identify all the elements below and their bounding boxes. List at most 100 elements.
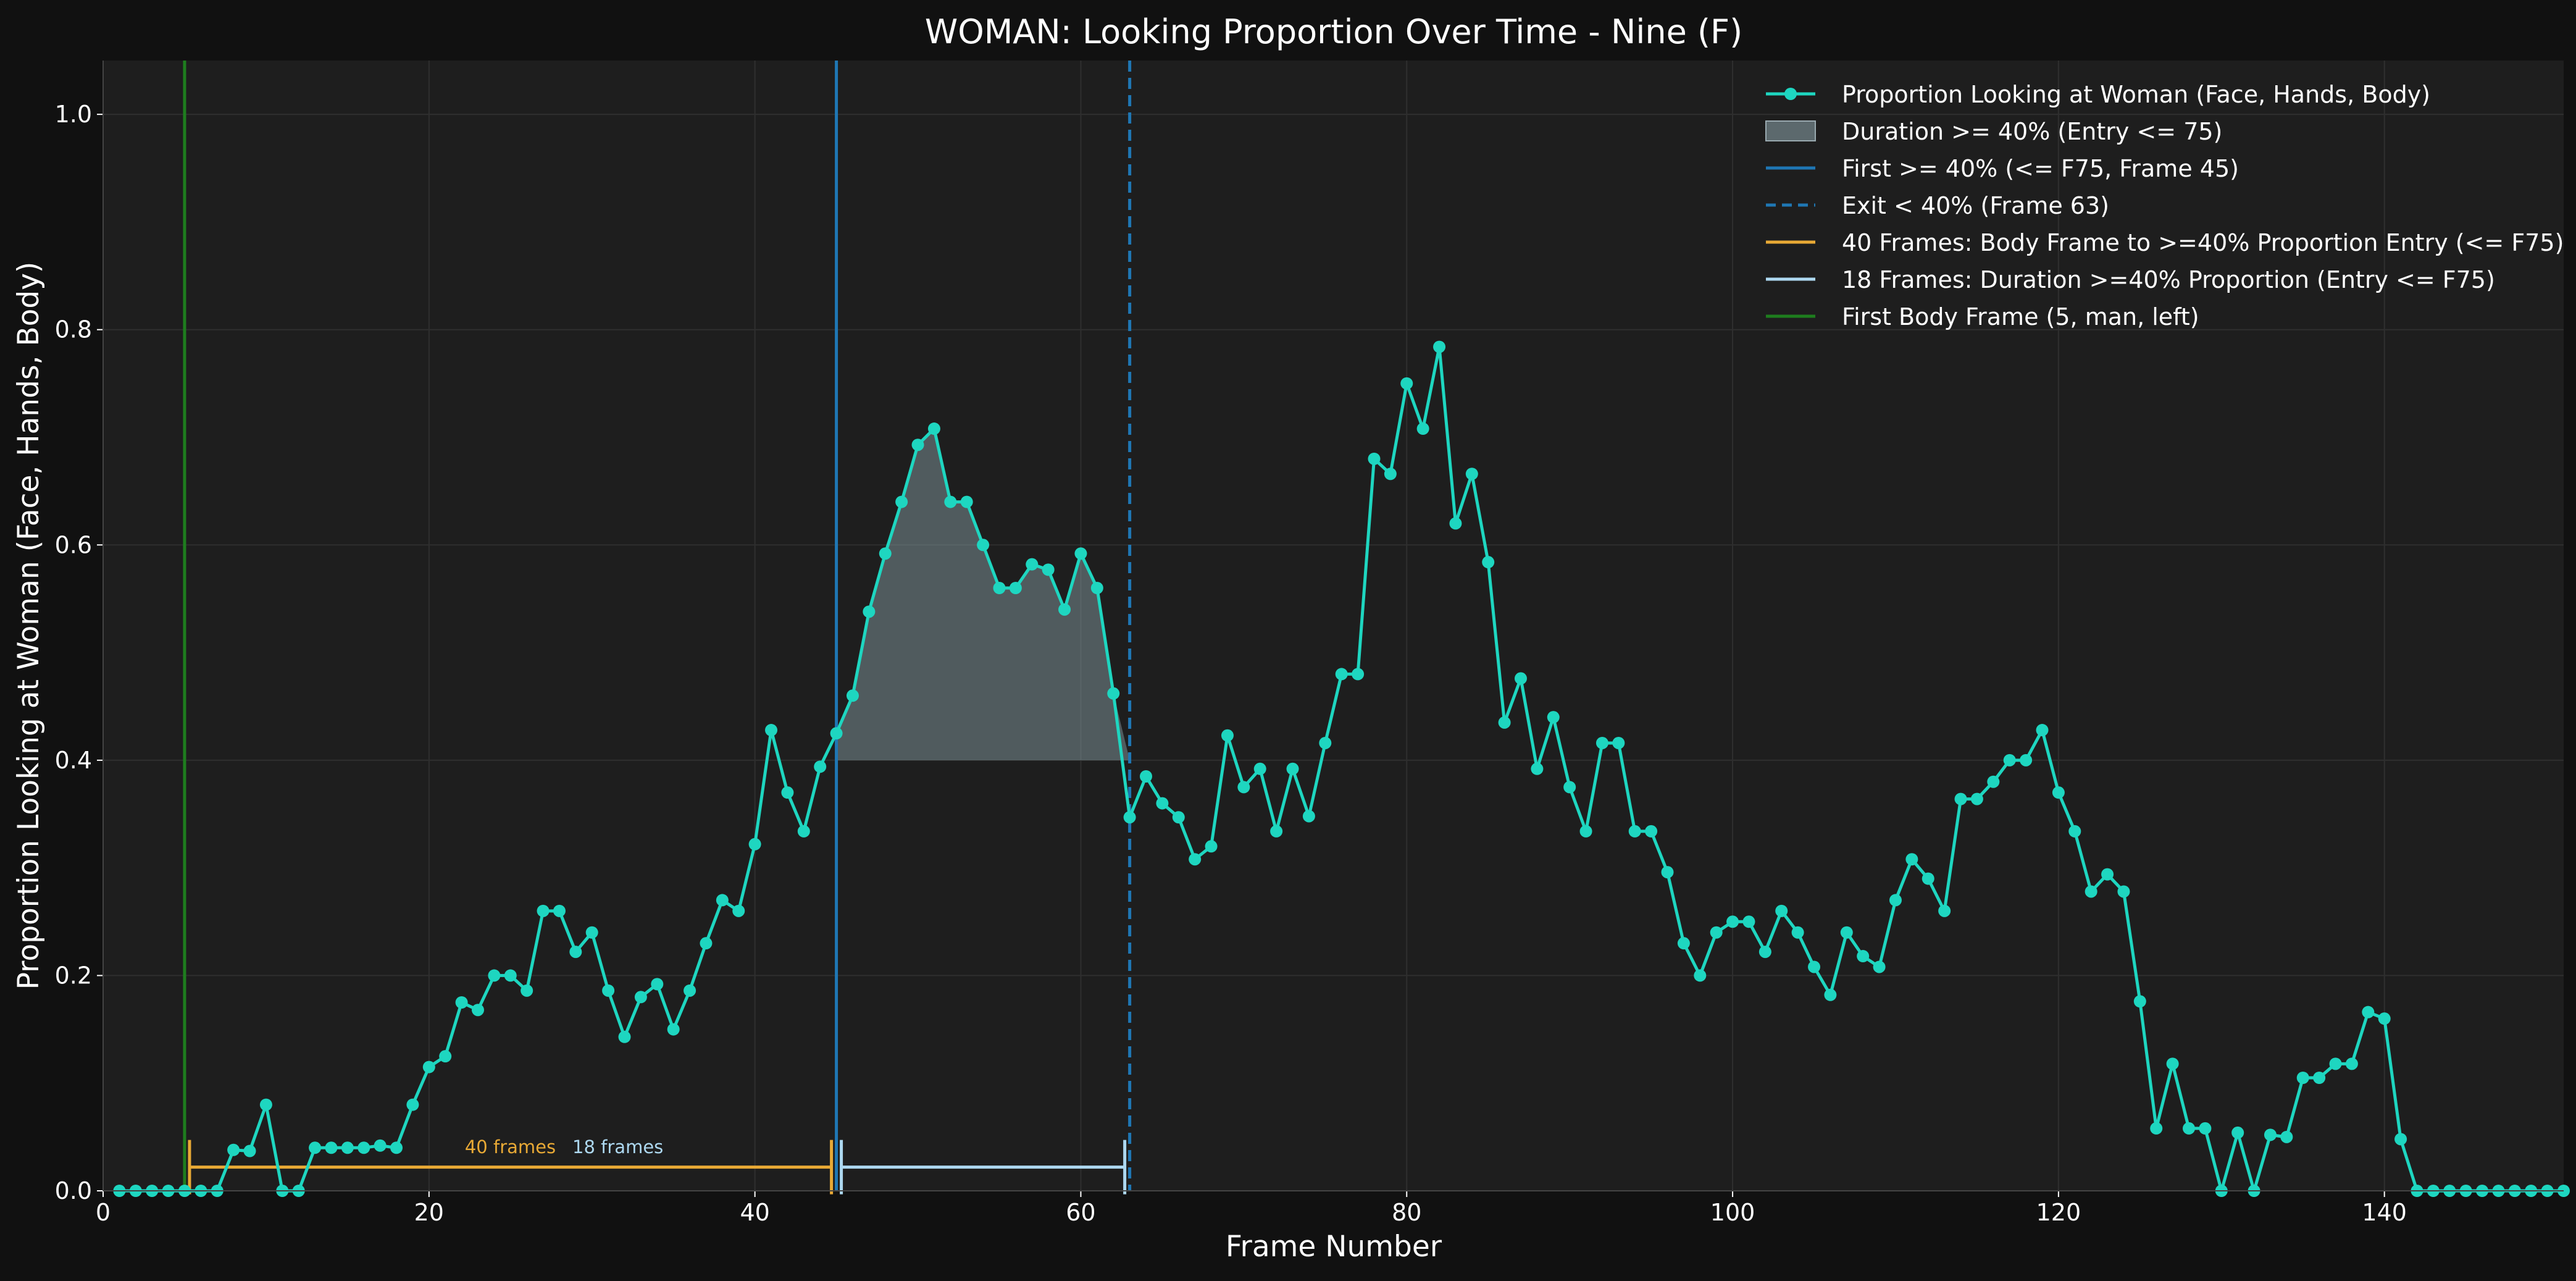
data-point <box>1531 762 1544 775</box>
data-point <box>455 996 468 1009</box>
data-point <box>846 689 859 702</box>
legend-label: Duration >= 40% (Entry <= 75) <box>1842 118 2222 145</box>
data-point <box>781 786 794 799</box>
data-point <box>309 1141 322 1154</box>
data-point <box>1547 711 1560 724</box>
data-point <box>2362 1006 2375 1018</box>
span-label: 40 frames <box>465 1136 556 1157</box>
x-tick-label: 140 <box>2362 1199 2407 1226</box>
data-point <box>1889 894 1902 907</box>
legend-label: First >= 40% (<= F75, Frame 45) <box>1842 155 2239 182</box>
data-point <box>1416 422 1429 435</box>
data-point <box>1074 547 1087 560</box>
data-point <box>1449 517 1462 530</box>
data-point <box>1189 853 1202 866</box>
data-point <box>879 547 892 560</box>
data-point <box>2036 724 2049 737</box>
data-point <box>521 984 533 997</box>
grid <box>102 61 2564 1191</box>
data-point <box>1335 668 1348 681</box>
data-point <box>1742 915 1755 928</box>
data-point <box>1433 340 1446 353</box>
data-point <box>2280 1130 2293 1143</box>
data-point <box>1595 736 1608 749</box>
data-point <box>1286 762 1299 775</box>
legend-marker <box>1784 88 1797 100</box>
legend-label: Exit < 40% (Frame 63) <box>1842 192 2109 219</box>
legend-label: First Body Frame (5, man, left) <box>1842 303 2199 330</box>
data-point <box>325 1141 338 1154</box>
data-point <box>2313 1072 2326 1084</box>
data-point <box>944 495 957 508</box>
data-point <box>2020 754 2033 766</box>
data-point <box>537 904 550 917</box>
data-point <box>2394 1133 2407 1146</box>
legend: Proportion Looking at Woman (Face, Hands… <box>1765 81 2564 330</box>
data-point <box>390 1141 403 1154</box>
legend-label: Proportion Looking at Woman (Face, Hands… <box>1842 81 2430 108</box>
x-axis-label: Frame Number <box>1226 1230 1442 1264</box>
data-point <box>1628 825 1641 838</box>
data-point <box>1107 687 1120 700</box>
data-point <box>1840 926 1853 939</box>
data-point <box>1009 582 1022 594</box>
data-point <box>732 904 745 917</box>
data-point <box>684 984 696 997</box>
data-point <box>993 582 1006 594</box>
data-point <box>2003 754 2016 766</box>
y-tick-label: 0.2 <box>55 962 92 989</box>
data-point <box>1514 672 1527 685</box>
y-tick-label: 0.6 <box>55 531 92 558</box>
data-point <box>1482 556 1495 569</box>
data-point <box>1677 937 1690 950</box>
data-point <box>1645 825 1658 838</box>
data-point <box>227 1143 240 1156</box>
data-point <box>830 727 843 740</box>
data-point <box>748 838 761 850</box>
data-point <box>1352 668 1365 681</box>
data-point <box>1042 563 1055 576</box>
data-point <box>977 539 990 552</box>
data-point <box>1791 926 1804 939</box>
y-tick-label: 0.4 <box>55 747 92 774</box>
data-point <box>1970 792 1983 805</box>
data-point <box>358 1141 370 1154</box>
data-point <box>960 495 973 508</box>
data-point <box>1922 872 1934 885</box>
data-point <box>1775 904 1788 917</box>
data-point <box>716 894 729 907</box>
data-point <box>439 1050 452 1063</box>
data-point <box>1172 811 1185 824</box>
data-point <box>1905 853 1918 866</box>
data-point <box>1465 468 1478 481</box>
data-point <box>1253 762 1266 775</box>
data-point <box>243 1144 256 1157</box>
data-point <box>1987 775 2000 788</box>
data-point <box>1384 468 1397 481</box>
data-point <box>471 1004 484 1017</box>
data-point <box>1368 452 1381 465</box>
y-axis-label: Proportion Looking at Woman (Face, Hands… <box>12 262 46 990</box>
y-tick-label: 0.0 <box>55 1177 92 1204</box>
legend-label: 40 Frames: Body Frame to >=40% Proportio… <box>1842 229 2564 256</box>
data-point <box>553 904 566 917</box>
data-point <box>1612 736 1625 749</box>
series-group <box>113 340 2570 1197</box>
data-point <box>1954 792 1967 805</box>
data-point <box>2133 995 2146 1008</box>
plot-area <box>103 61 2564 1191</box>
data-point <box>667 1023 680 1036</box>
span-markers: 40 frames 18 frames <box>188 1136 1127 1195</box>
x-tick-label: 80 <box>1392 1199 1421 1226</box>
data-point <box>1302 810 1315 823</box>
x-tick-label: 60 <box>1066 1199 1095 1226</box>
data-point <box>2101 868 2114 881</box>
data-point <box>1221 729 1234 742</box>
x-tick-label: 100 <box>1710 1199 1755 1226</box>
data-point <box>1579 825 1592 838</box>
data-point <box>1090 582 1103 594</box>
data-point <box>2231 1126 2244 1139</box>
data-point <box>2117 885 2130 898</box>
data-point <box>374 1139 387 1152</box>
